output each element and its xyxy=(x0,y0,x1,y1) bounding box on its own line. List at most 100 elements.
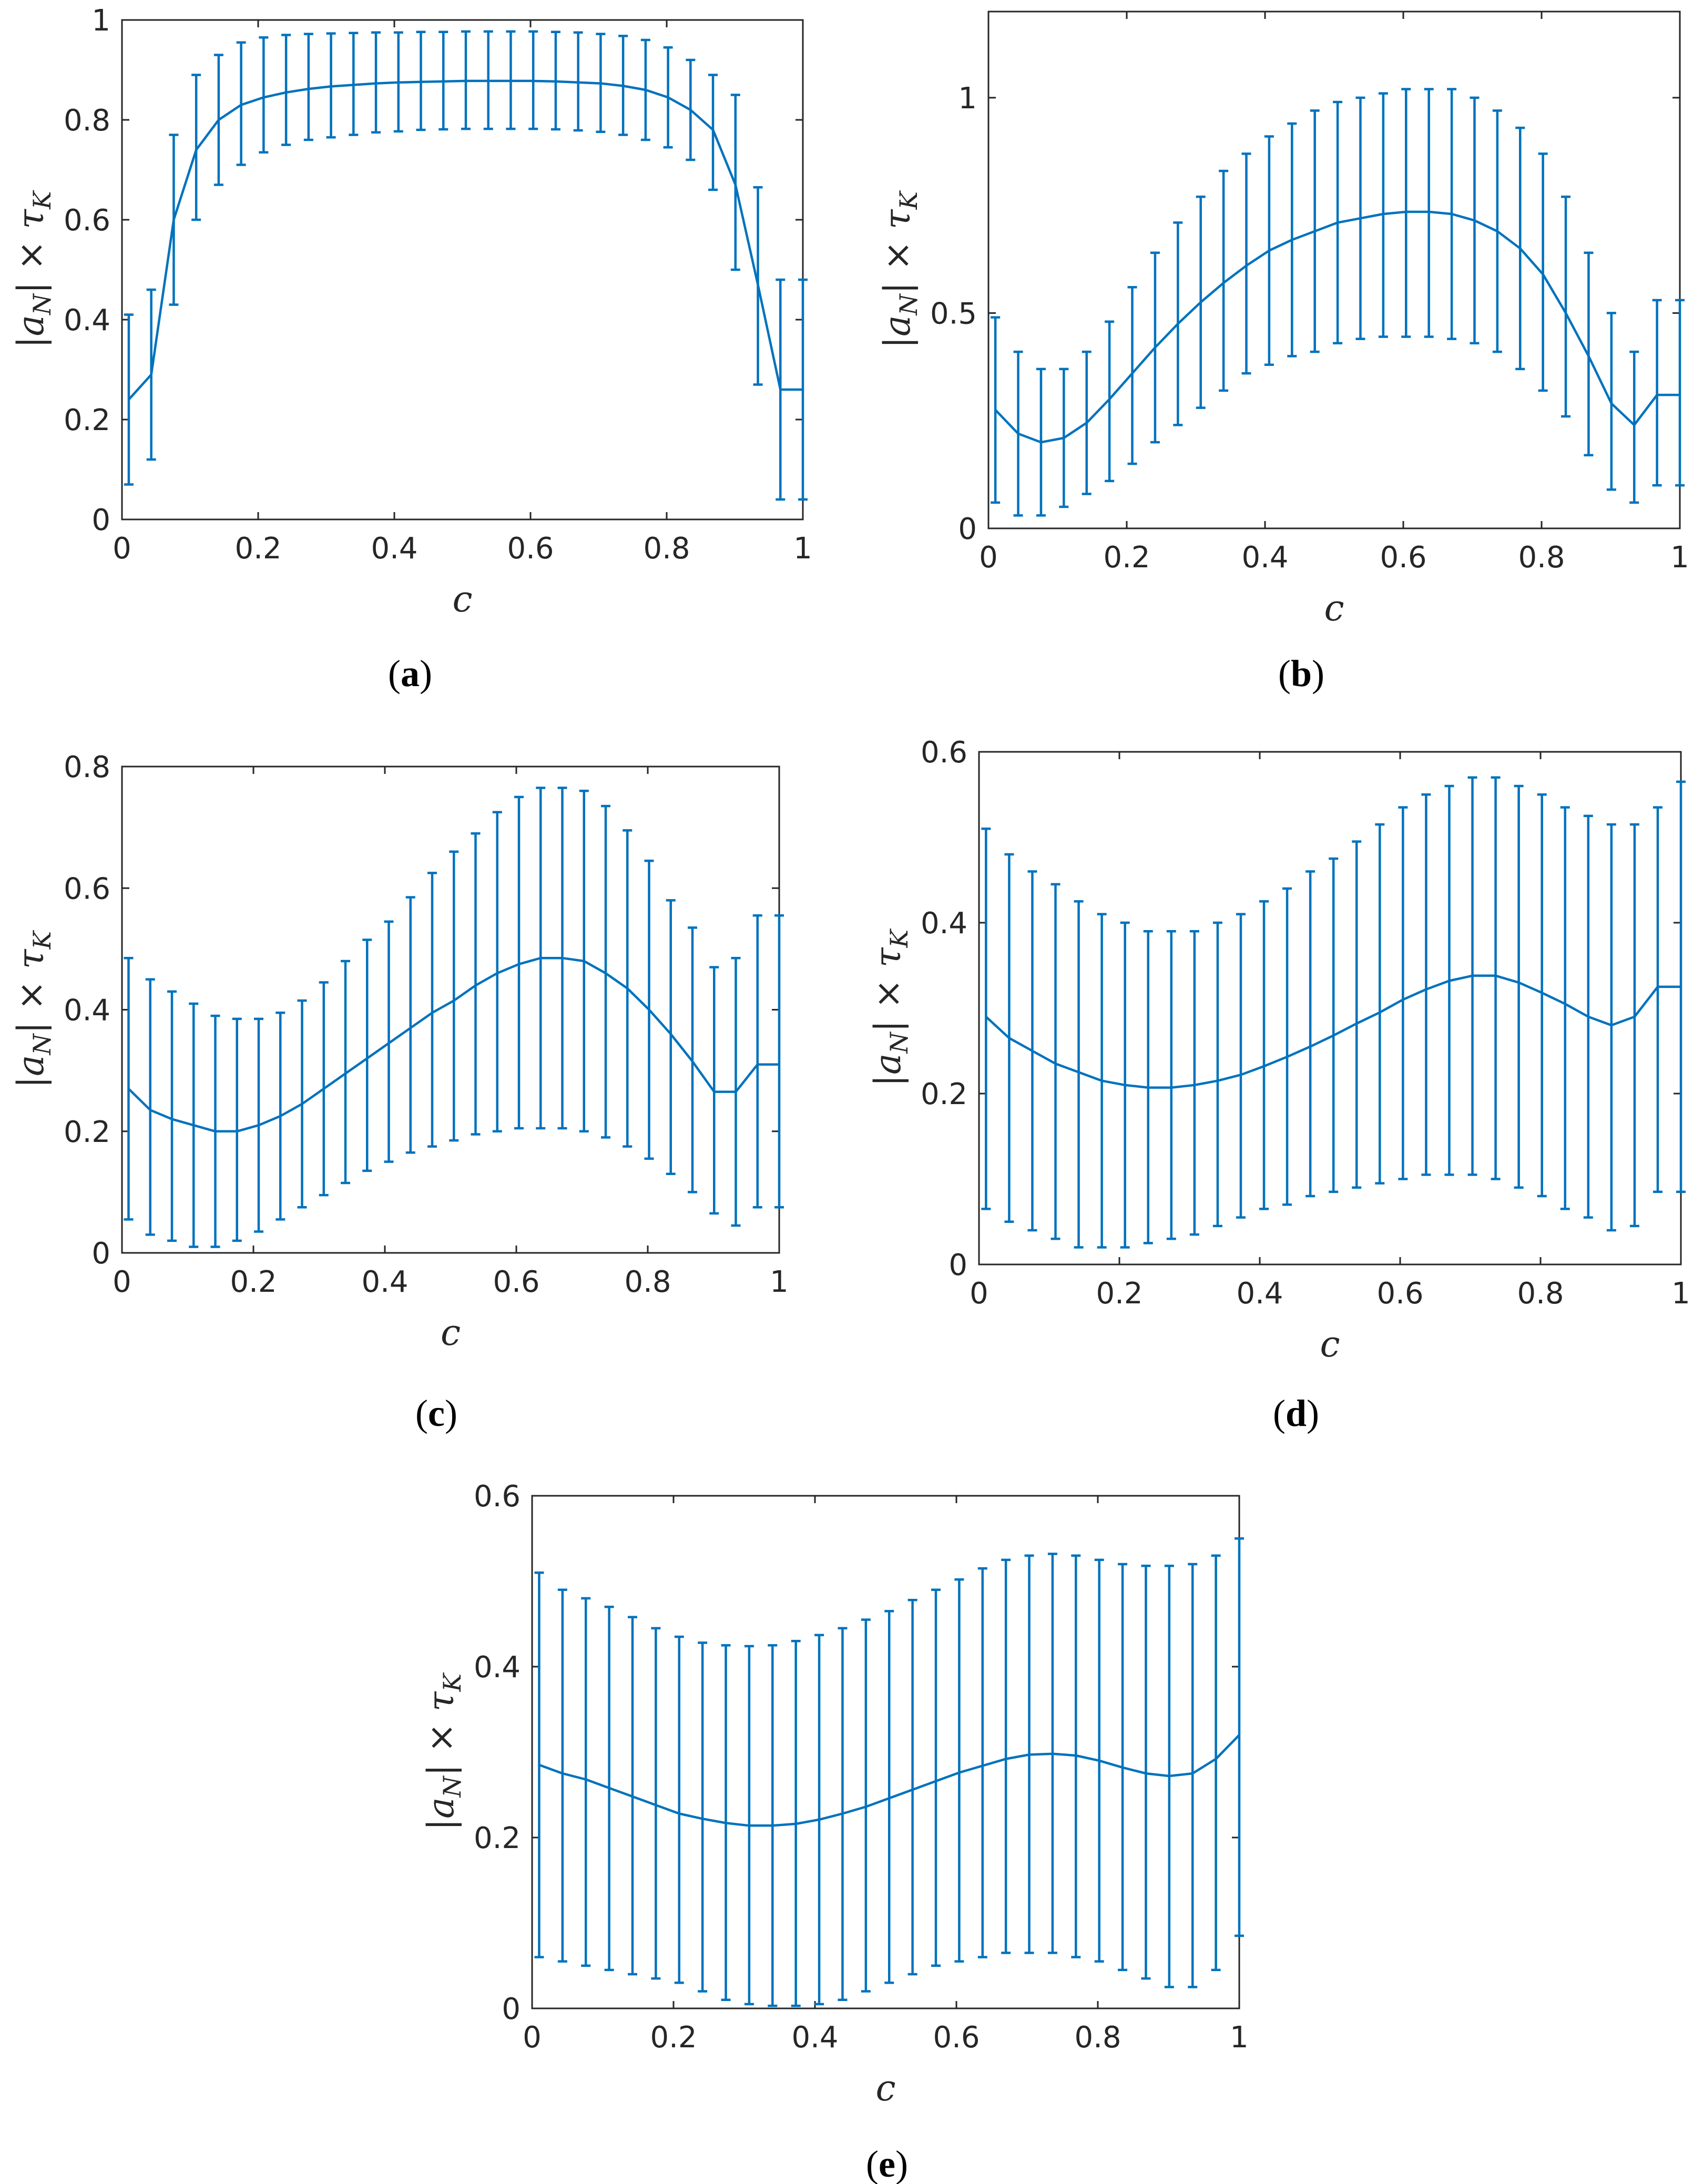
y-axis-label-e: |aN| × τK xyxy=(421,1672,466,1830)
x-tick-label-b: 0.8 xyxy=(1518,540,1565,575)
panel-c: 0 0.2 0.4 0.6 0.8 1 0 0.2 0.4 0.6 0.8 c |aN| × τK (c) xyxy=(11,750,789,1434)
y-axis-label-part: |a xyxy=(877,315,919,348)
y-axis-label-c: |aN| × τK xyxy=(11,930,56,1088)
y-axis-label-a: |aN| × τK xyxy=(11,190,56,348)
error-bar-a xyxy=(281,34,291,146)
panel-e: 0 0.2 0.4 0.6 0.8 1 0 0.2 0.4 0.6 c |aN| × τK (e) xyxy=(421,1479,1249,2184)
error-bar-e xyxy=(931,1588,941,1967)
x-tick-label-d: 0.6 xyxy=(1376,1277,1423,1311)
error-bar-a xyxy=(303,33,313,141)
error-bar-a xyxy=(191,74,201,221)
y-tick-label-a: 0.2 xyxy=(64,403,110,437)
error-bar-e xyxy=(674,1635,684,1984)
error-bar-d xyxy=(1398,806,1408,1180)
error-bar-b xyxy=(1652,299,1662,487)
y-axis-label-part: | × τ xyxy=(868,947,909,1032)
x-axis-label-a: c xyxy=(452,579,472,620)
x-tick-label-d: 0 xyxy=(970,1277,988,1311)
x-tick-label-b: 0 xyxy=(979,540,998,575)
panel-a: 0 0.2 0.4 0.6 0.8 1 0 0.2 0.4 0.6 0.8 1 c |aN| × τK (a… xyxy=(11,4,812,695)
x-tick-label-d: 0.2 xyxy=(1096,1277,1143,1311)
error-bar-d xyxy=(1259,900,1269,1210)
y-tick-label-d: 0.2 xyxy=(921,1077,967,1111)
y-tick-label-d: 0.6 xyxy=(921,736,967,770)
y-tick-label-a: 0.6 xyxy=(64,203,110,238)
y-axis-label-d: |aN| × τK xyxy=(868,928,913,1086)
y-tick-label-e: 0.2 xyxy=(474,1821,521,1855)
x-tick-label-c: 0.6 xyxy=(493,1265,539,1299)
y-axis-label-sub: N xyxy=(894,293,923,315)
error-bar-c xyxy=(145,978,155,1236)
error-bar-d xyxy=(1629,823,1639,1228)
error-bar-d xyxy=(1306,870,1315,1198)
y-tick-label-c: 0.6 xyxy=(64,872,110,906)
x-tick-label-a: 0.4 xyxy=(371,532,417,566)
y-axis-label-b: |aN| × τK xyxy=(877,190,923,348)
error-bar-c xyxy=(601,804,610,1139)
error-bar-d xyxy=(1282,887,1292,1206)
x-axis-label-d: c xyxy=(1320,1324,1340,1365)
error-bar-c xyxy=(752,914,762,1209)
panel-d: 0 0.2 0.4 0.6 0.8 1 0 0.2 0.4 0.6 c |aN| × τK (d) xyxy=(868,736,1690,1434)
mean-line-e xyxy=(538,1734,1240,1827)
x-tick-label-a: 1 xyxy=(793,532,812,566)
y-tick-label-e: 0 xyxy=(502,1992,521,2026)
y-axis-label-sub: N xyxy=(885,1031,913,1054)
error-bar-c xyxy=(514,795,524,1130)
x-tick-label-c: 1 xyxy=(770,1265,789,1299)
mean-line-c xyxy=(127,956,779,1133)
error-bar-d xyxy=(1653,806,1663,1193)
y-axis-label-sub: K xyxy=(438,1672,466,1692)
y-tick-label-e: 0.6 xyxy=(474,1479,521,1514)
error-bar-c xyxy=(427,872,437,1148)
error-bar-e xyxy=(977,1567,987,1958)
y-axis-label-sub: N xyxy=(28,1033,56,1055)
y-tick-label-a: 0.8 xyxy=(64,104,110,138)
error-bar-b xyxy=(1561,195,1571,418)
error-bar-b xyxy=(1241,152,1251,375)
panel-caption-e: (e) xyxy=(866,2143,908,2184)
y-tick-label-b: 1 xyxy=(958,81,977,116)
x-tick-label-d: 0.8 xyxy=(1517,1277,1564,1311)
error-bar-d xyxy=(1074,900,1084,1249)
y-axis-label-sub: K xyxy=(894,190,923,210)
y-axis-label-part: | × τ xyxy=(421,1691,462,1776)
error-bar-c xyxy=(492,811,502,1132)
x-tick-label-c: 0.8 xyxy=(624,1265,671,1299)
error-bar-d xyxy=(1329,857,1339,1193)
error-bar-e xyxy=(1141,1565,1151,1980)
error-bar-c xyxy=(384,920,394,1163)
plot-area-a xyxy=(121,19,804,521)
error-bar-c xyxy=(405,896,415,1154)
x-tick-label-a: 0.6 xyxy=(507,532,554,566)
y-tick-label-e: 0.4 xyxy=(474,1650,521,1685)
mean-line-b xyxy=(994,210,1680,444)
panel-b: 0 0.2 0.4 0.6 0.8 1 0 0.5 1 c |aN| × τK (b) xyxy=(877,11,1689,695)
y-axis-label-part: | × τ xyxy=(877,209,919,294)
error-bar-c xyxy=(471,832,481,1136)
x-tick-label-c: 0.4 xyxy=(361,1265,408,1299)
error-bar-d xyxy=(1514,784,1524,1189)
y-tick-label-a: 0.4 xyxy=(64,303,110,338)
error-bar-b xyxy=(1127,286,1137,465)
error-bar-e xyxy=(698,1641,708,1993)
y-axis-label-part: |a xyxy=(11,1055,52,1088)
y-tick-label-b: 0.5 xyxy=(930,297,977,331)
error-bar-c xyxy=(341,960,350,1185)
error-bar-c xyxy=(232,1017,242,1242)
error-bar-d xyxy=(1421,793,1431,1176)
error-bar-d xyxy=(1352,840,1362,1189)
y-axis-label-part: |a xyxy=(11,315,52,348)
error-bar-c xyxy=(167,990,177,1242)
error-bar-e xyxy=(1211,1554,1221,1972)
x-tick-label-b: 1 xyxy=(1670,540,1689,575)
x-tick-label-d: 0.4 xyxy=(1236,1277,1283,1311)
error-bar-d xyxy=(1166,930,1176,1240)
y-axis-label-sub: N xyxy=(28,293,56,315)
error-bar-d xyxy=(1491,776,1501,1180)
error-bar-d xyxy=(1375,823,1385,1185)
x-tick-label-d: 1 xyxy=(1671,1277,1690,1311)
y-axis-label-part: |a xyxy=(868,1053,909,1086)
x-tick-label-e: 1 xyxy=(1230,2020,1249,2055)
